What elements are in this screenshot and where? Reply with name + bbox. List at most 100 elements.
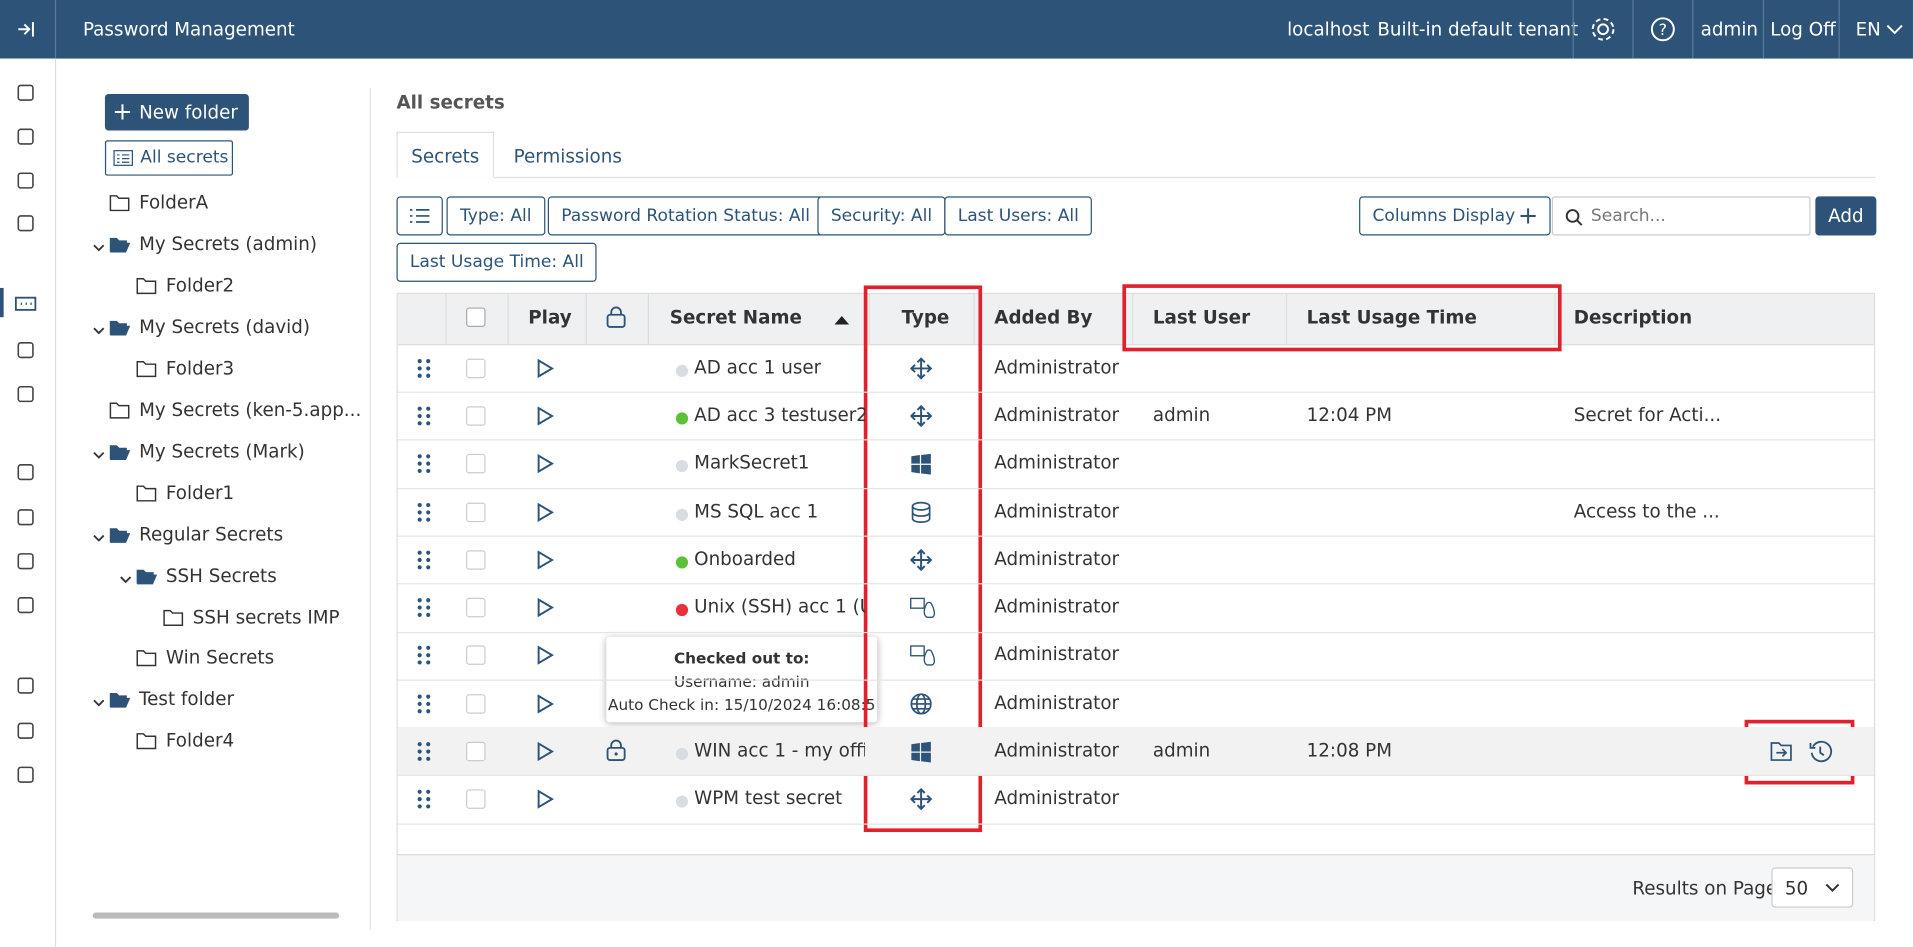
- checkbox[interactable]: [466, 645, 486, 666]
- table-row[interactable]: [397, 680, 1874, 729]
- scrollbar[interactable]: [92, 912, 340, 919]
- play-button[interactable]: [537, 358, 554, 378]
- filter-button[interactable]: Last Usage Time: All: [396, 242, 598, 282]
- folder-label[interactable]: My Secrets (Mark): [139, 440, 305, 463]
- play-button[interactable]: [537, 502, 554, 522]
- folder-label[interactable]: My Secrets (admin): [139, 233, 317, 255]
- folder-label[interactable]: Folder4: [165, 729, 235, 752]
- column-header[interactable]: Last User: [1152, 306, 1251, 329]
- checkbox[interactable]: [466, 406, 486, 426]
- lock-icon[interactable]: [606, 739, 626, 761]
- nav-icon[interactable]: [16, 553, 36, 570]
- filter-button[interactable]: Type: All: [446, 196, 545, 236]
- drag-handle[interactable]: [417, 598, 432, 618]
- nav-icon[interactable]: [16, 677, 36, 694]
- settings-icon[interactable]: [1590, 16, 1617, 43]
- table-row[interactable]: [397, 632, 1874, 681]
- folder-label[interactable]: Folder3: [165, 357, 235, 380]
- filter-button[interactable]: Last Users: All: [944, 196, 1093, 236]
- chevron[interactable]: [120, 571, 132, 584]
- play-button[interactable]: [537, 645, 554, 666]
- drag-handle[interactable]: [417, 742, 432, 762]
- checkbox[interactable]: [466, 307, 486, 327]
- table-row[interactable]: [397, 776, 1874, 825]
- nav-icon[interactable]: [16, 342, 36, 359]
- secret-name[interactable]: AD acc 1 user: [694, 355, 822, 378]
- play-button[interactable]: [537, 741, 554, 762]
- page-size-select[interactable]: 50: [1771, 867, 1854, 908]
- drag-handle[interactable]: [417, 694, 432, 714]
- chevron[interactable]: [93, 322, 105, 335]
- column-header[interactable]: Description: [1573, 306, 1693, 329]
- checkbox[interactable]: [466, 597, 486, 618]
- column-header[interactable]: Secret Name: [669, 306, 802, 329]
- drag-handle[interactable]: [417, 406, 432, 426]
- user[interactable]: admin: [1700, 18, 1759, 41]
- folder-label[interactable]: Folder1: [165, 481, 235, 504]
- list-view-button[interactable]: [396, 196, 443, 236]
- folder-label[interactable]: Folder2: [165, 274, 235, 297]
- collapse-icon[interactable]: [16, 20, 36, 40]
- chevron[interactable]: [93, 447, 105, 459]
- table-row[interactable]: [397, 727, 1874, 777]
- table-row[interactable]: [397, 344, 1874, 393]
- chevron[interactable]: [93, 529, 105, 542]
- tab[interactable]: Secrets: [396, 131, 495, 179]
- table-row[interactable]: [397, 584, 1874, 633]
- filter-button[interactable]: Security: All: [817, 196, 946, 236]
- checkbox[interactable]: [466, 454, 486, 474]
- chevron[interactable]: [93, 694, 105, 707]
- folder-label[interactable]: SSH Secrets: [165, 564, 277, 587]
- drag-handle[interactable]: [417, 502, 432, 522]
- folder-label[interactable]: My Secrets (ken-5.app...: [139, 398, 362, 421]
- secret-name[interactable]: WIN acc 1 - my office: [694, 739, 865, 762]
- checkbox[interactable]: [466, 358, 486, 378]
- folder-label[interactable]: SSH secrets IMP: [192, 606, 340, 629]
- columns-display-button[interactable]: Columns Display +: [1359, 196, 1551, 236]
- play-button[interactable]: [537, 693, 554, 714]
- play-button[interactable]: [537, 454, 554, 474]
- table-row[interactable]: [397, 488, 1874, 537]
- play-button[interactable]: [537, 598, 554, 618]
- search-box[interactable]: Search...: [1551, 196, 1811, 236]
- checkbox[interactable]: [466, 502, 486, 522]
- drag-handle[interactable]: [417, 454, 432, 474]
- column-header[interactable]: Last Usage Time: [1306, 306, 1477, 329]
- folder-label[interactable]: FolderA: [139, 191, 209, 214]
- drag-handle[interactable]: [417, 550, 432, 570]
- nav-icon[interactable]: [16, 128, 36, 145]
- history-icon[interactable]: [1809, 740, 1833, 763]
- nav-icon[interactable]: [16, 464, 36, 481]
- play-button[interactable]: [537, 789, 554, 810]
- folder-label[interactable]: Win Secrets: [165, 646, 275, 669]
- nav-icon[interactable]: [16, 722, 36, 739]
- secret-name[interactable]: WPM test secret: [694, 787, 843, 810]
- drag-handle[interactable]: [417, 358, 432, 378]
- log-off[interactable]: Log Off: [1770, 18, 1836, 41]
- checkbox[interactable]: [466, 549, 486, 570]
- help-icon[interactable]: ?: [1649, 16, 1676, 43]
- nav-icon[interactable]: [16, 172, 36, 189]
- add-button[interactable]: Add: [1815, 196, 1877, 236]
- play-button[interactable]: [537, 406, 554, 426]
- folder-label[interactable]: My Secrets (david): [139, 315, 311, 338]
- new-folder-button[interactable]: + New folder: [104, 93, 249, 131]
- play-button[interactable]: [537, 550, 554, 570]
- nav-icon[interactable]: [16, 597, 36, 614]
- secret-name[interactable]: AD acc 3 testuser2: [694, 403, 865, 426]
- secret-name[interactable]: Onboarded: [694, 547, 796, 570]
- nav-icon[interactable]: [16, 385, 36, 403]
- filter-button[interactable]: Password Rotation Status: All: [547, 196, 824, 236]
- drag-handle[interactable]: [417, 790, 432, 810]
- checkbox[interactable]: [466, 741, 486, 762]
- nav-icon[interactable]: [16, 509, 36, 526]
- secret-name[interactable]: Unix (SSH) acc 1 (Ubu: [694, 595, 865, 618]
- checkbox[interactable]: [466, 693, 486, 714]
- folder-label[interactable]: Test folder: [139, 688, 235, 711]
- table-row[interactable]: [397, 536, 1874, 585]
- checkbox[interactable]: [466, 789, 486, 810]
- secret-name[interactable]: MS SQL acc 1: [694, 499, 819, 522]
- tenant[interactable]: Built-in default tenant: [1377, 18, 1579, 41]
- all-secrets-button[interactable]: All secrets: [104, 140, 234, 176]
- drag-handle[interactable]: [417, 646, 432, 666]
